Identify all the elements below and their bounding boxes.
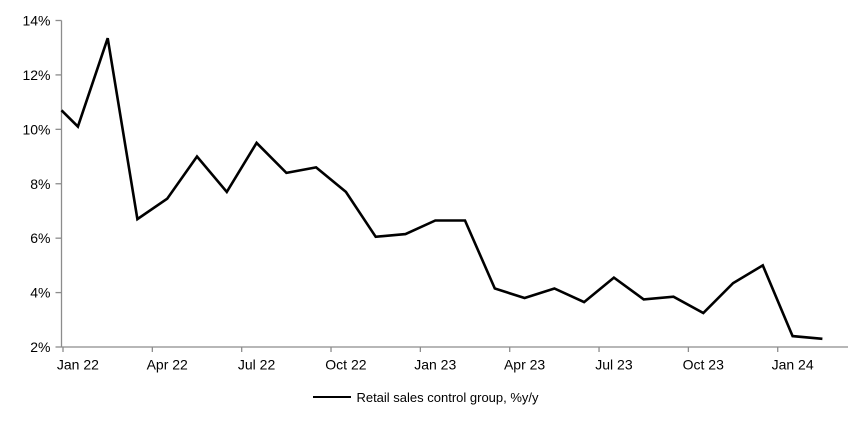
x-tick-label: Apr 23	[504, 357, 545, 373]
y-tick-label: 2%	[30, 339, 50, 355]
legend-line-swatch	[313, 396, 352, 398]
y-tick-label: 4%	[30, 285, 50, 301]
x-tick-label: Jul 23	[595, 357, 633, 373]
x-tick-label: Jan 24	[772, 357, 814, 373]
x-tick-label: Jul 22	[238, 357, 276, 373]
y-tick-label: 10%	[22, 121, 50, 137]
y-tick-label: 12%	[22, 67, 50, 83]
x-tick-label: Jan 23	[414, 357, 456, 373]
series-line	[60, 37, 823, 341]
x-tick-label: Jan 22	[57, 357, 99, 373]
y-tick-label: 8%	[30, 176, 50, 192]
y-tick-label: 14%	[22, 13, 50, 29]
x-tick-label: Apr 22	[147, 357, 188, 373]
x-tick-label: Oct 23	[683, 357, 724, 373]
legend-label: Retail sales control group, %y/y	[356, 389, 539, 405]
x-tick-label: Oct 22	[325, 357, 366, 373]
y-tick-label: 6%	[30, 230, 50, 246]
legend: Retail sales control group, %y/y	[0, 387, 852, 407]
